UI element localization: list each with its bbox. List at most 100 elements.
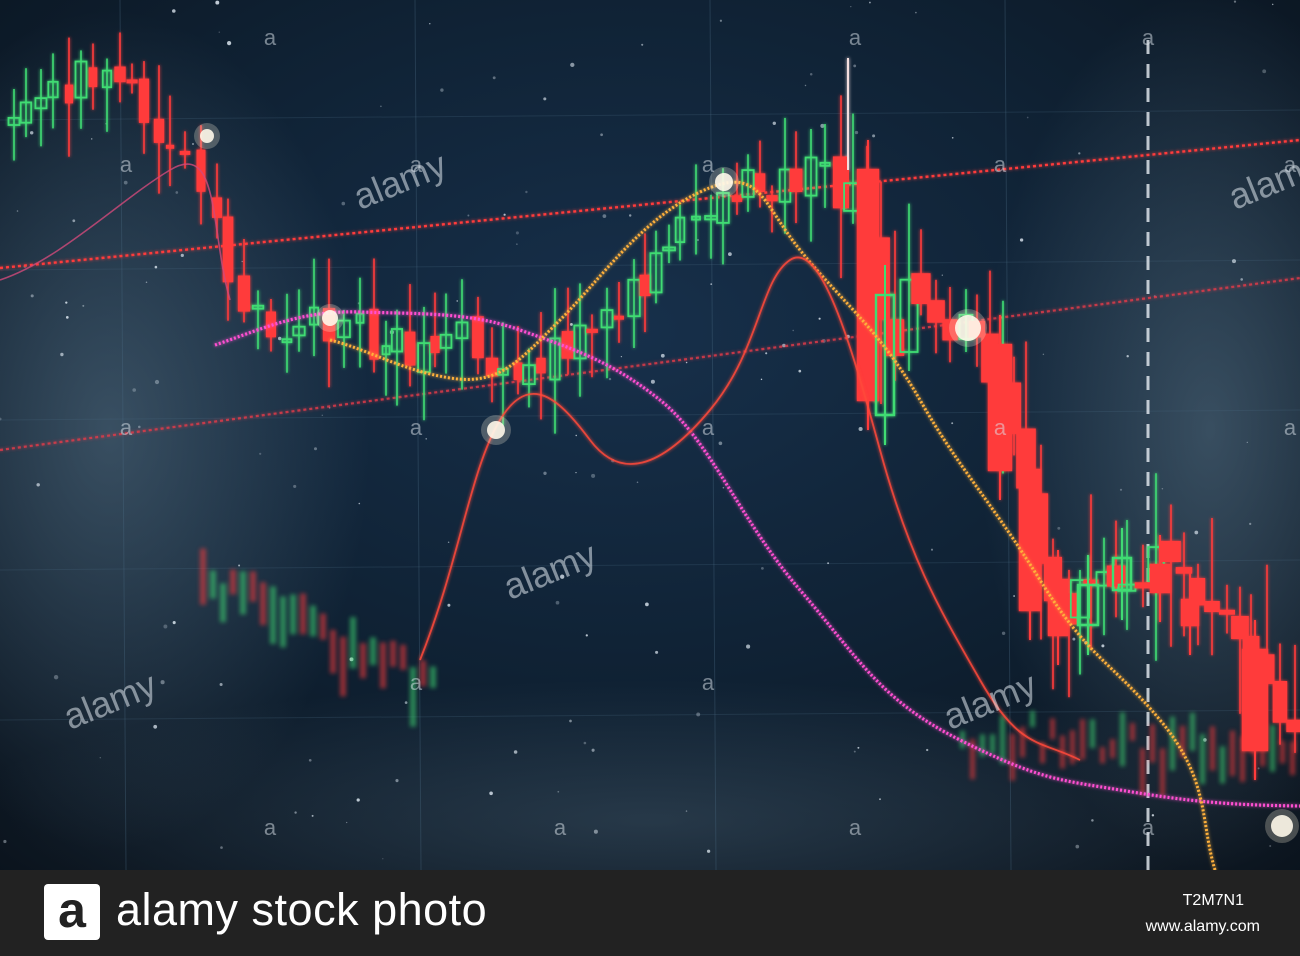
bokeh-dot xyxy=(241,260,243,263)
candle-body-bear xyxy=(766,195,778,202)
candle-body-bull xyxy=(627,278,641,318)
candle-body-bear xyxy=(1018,468,1042,612)
reflection-candle xyxy=(340,636,346,697)
bokeh-dot xyxy=(585,634,588,637)
bokeh-dot xyxy=(591,748,595,752)
candle-body-bear xyxy=(1231,616,1249,640)
bokeh-dot xyxy=(218,31,221,33)
bokeh-dot xyxy=(160,680,165,685)
reflection-candle xyxy=(980,734,985,757)
candle-body-bear xyxy=(404,331,416,366)
alamy-watermark-mark: a xyxy=(994,415,1007,440)
candle-body-bear xyxy=(1175,567,1193,574)
reflection-candle xyxy=(1290,741,1295,775)
glow-spot xyxy=(487,421,505,439)
bokeh-dot xyxy=(915,11,917,14)
bokeh-dot xyxy=(857,746,860,749)
bokeh-dot xyxy=(591,473,596,478)
reflection-candle xyxy=(1190,712,1195,751)
candle-body-bear xyxy=(1204,601,1220,612)
reflection-candle xyxy=(1240,736,1245,782)
candle-body-bull xyxy=(281,338,293,344)
bokeh-dot xyxy=(760,378,763,381)
reflection-candle xyxy=(1170,716,1175,771)
bokeh-dot xyxy=(1019,238,1024,242)
candle-body-bear xyxy=(126,79,138,84)
bokeh-dot xyxy=(1013,595,1016,597)
alamy-watermark-mark: a xyxy=(120,152,133,177)
candle-body-bull xyxy=(522,364,536,386)
reflection-candle xyxy=(1130,723,1135,741)
grid-line-horizontal xyxy=(0,109,1300,121)
bokeh-dot xyxy=(215,0,220,5)
bokeh-dot xyxy=(655,650,659,654)
bokeh-dot xyxy=(516,243,518,245)
reflection-candle xyxy=(1100,747,1105,764)
reflection-candle xyxy=(1220,746,1225,784)
glow-spot xyxy=(1271,815,1293,837)
bokeh-dot xyxy=(1262,69,1267,74)
candle-body-bear xyxy=(856,168,880,402)
bokeh-dot xyxy=(1091,819,1094,822)
candle-body-bear xyxy=(536,357,546,374)
reflection-candle xyxy=(1230,730,1235,776)
bokeh-dot xyxy=(503,213,506,216)
bokeh-dot xyxy=(425,438,427,440)
bokeh-dot xyxy=(1269,844,1272,848)
candle-body-bull xyxy=(47,80,59,99)
bokeh-dot xyxy=(858,426,863,432)
candle-body-bear xyxy=(1219,609,1235,615)
glow-spot xyxy=(200,129,214,143)
bokeh-dot xyxy=(941,274,943,276)
bokeh-dot xyxy=(569,322,573,326)
bokeh-dot xyxy=(447,603,451,607)
candle-body-bull xyxy=(649,252,663,294)
candle-body-bear xyxy=(731,195,743,202)
watermark-footer-bar xyxy=(0,870,1300,956)
bokeh-dot xyxy=(123,180,128,185)
alamy-watermark-mark: a xyxy=(410,152,423,177)
bokeh-dot xyxy=(719,19,723,22)
candle-body-bear xyxy=(513,362,523,381)
candle-body-bull xyxy=(381,345,391,356)
candle-body-bear xyxy=(222,216,234,283)
reflection-candle xyxy=(200,548,206,605)
bokeh-dot xyxy=(1161,488,1164,490)
image-id-label: T2M7N1 xyxy=(1182,892,1244,909)
alamy-watermark-mark: a xyxy=(264,25,277,50)
reflection-candle xyxy=(1200,734,1205,785)
candle-body-bear xyxy=(639,274,651,297)
bokeh-dot xyxy=(1240,278,1243,281)
bokeh-dot xyxy=(706,849,711,853)
bokeh-dot xyxy=(728,252,732,256)
bokeh-dot xyxy=(722,486,725,489)
bokeh-dot xyxy=(138,425,141,429)
bokeh-dot xyxy=(809,73,813,76)
bokeh-dot xyxy=(1233,0,1237,3)
bokeh-dot xyxy=(696,712,701,717)
candle-body-bear xyxy=(179,150,191,155)
bokeh-dot xyxy=(746,644,751,649)
bokeh-dot xyxy=(404,701,408,704)
bokeh-dot xyxy=(82,304,85,307)
reflection-candle xyxy=(420,660,426,687)
candle-body-bear xyxy=(1134,582,1152,589)
bokeh-dot xyxy=(685,810,688,812)
alamy-watermark-mark: a xyxy=(702,152,715,177)
alamy-watermark-mark: a xyxy=(1284,152,1297,177)
bokeh-dot xyxy=(429,23,431,25)
bokeh-dot xyxy=(293,484,297,488)
candle-body-bull xyxy=(819,161,831,167)
candle-body-bull xyxy=(74,60,88,99)
bokeh-dot xyxy=(467,214,470,217)
bokeh-dot xyxy=(1057,526,1061,530)
bokeh-dot xyxy=(0,417,2,421)
bokeh-dot xyxy=(259,452,262,455)
grid-line-vertical xyxy=(414,0,422,870)
candle-body-bear xyxy=(114,66,126,83)
candle-body-bear xyxy=(472,316,484,359)
glow-highlights xyxy=(194,123,1299,843)
bokeh-dot xyxy=(358,502,361,505)
candle-body-bear xyxy=(1180,598,1200,627)
candle-body-bear xyxy=(754,173,766,193)
